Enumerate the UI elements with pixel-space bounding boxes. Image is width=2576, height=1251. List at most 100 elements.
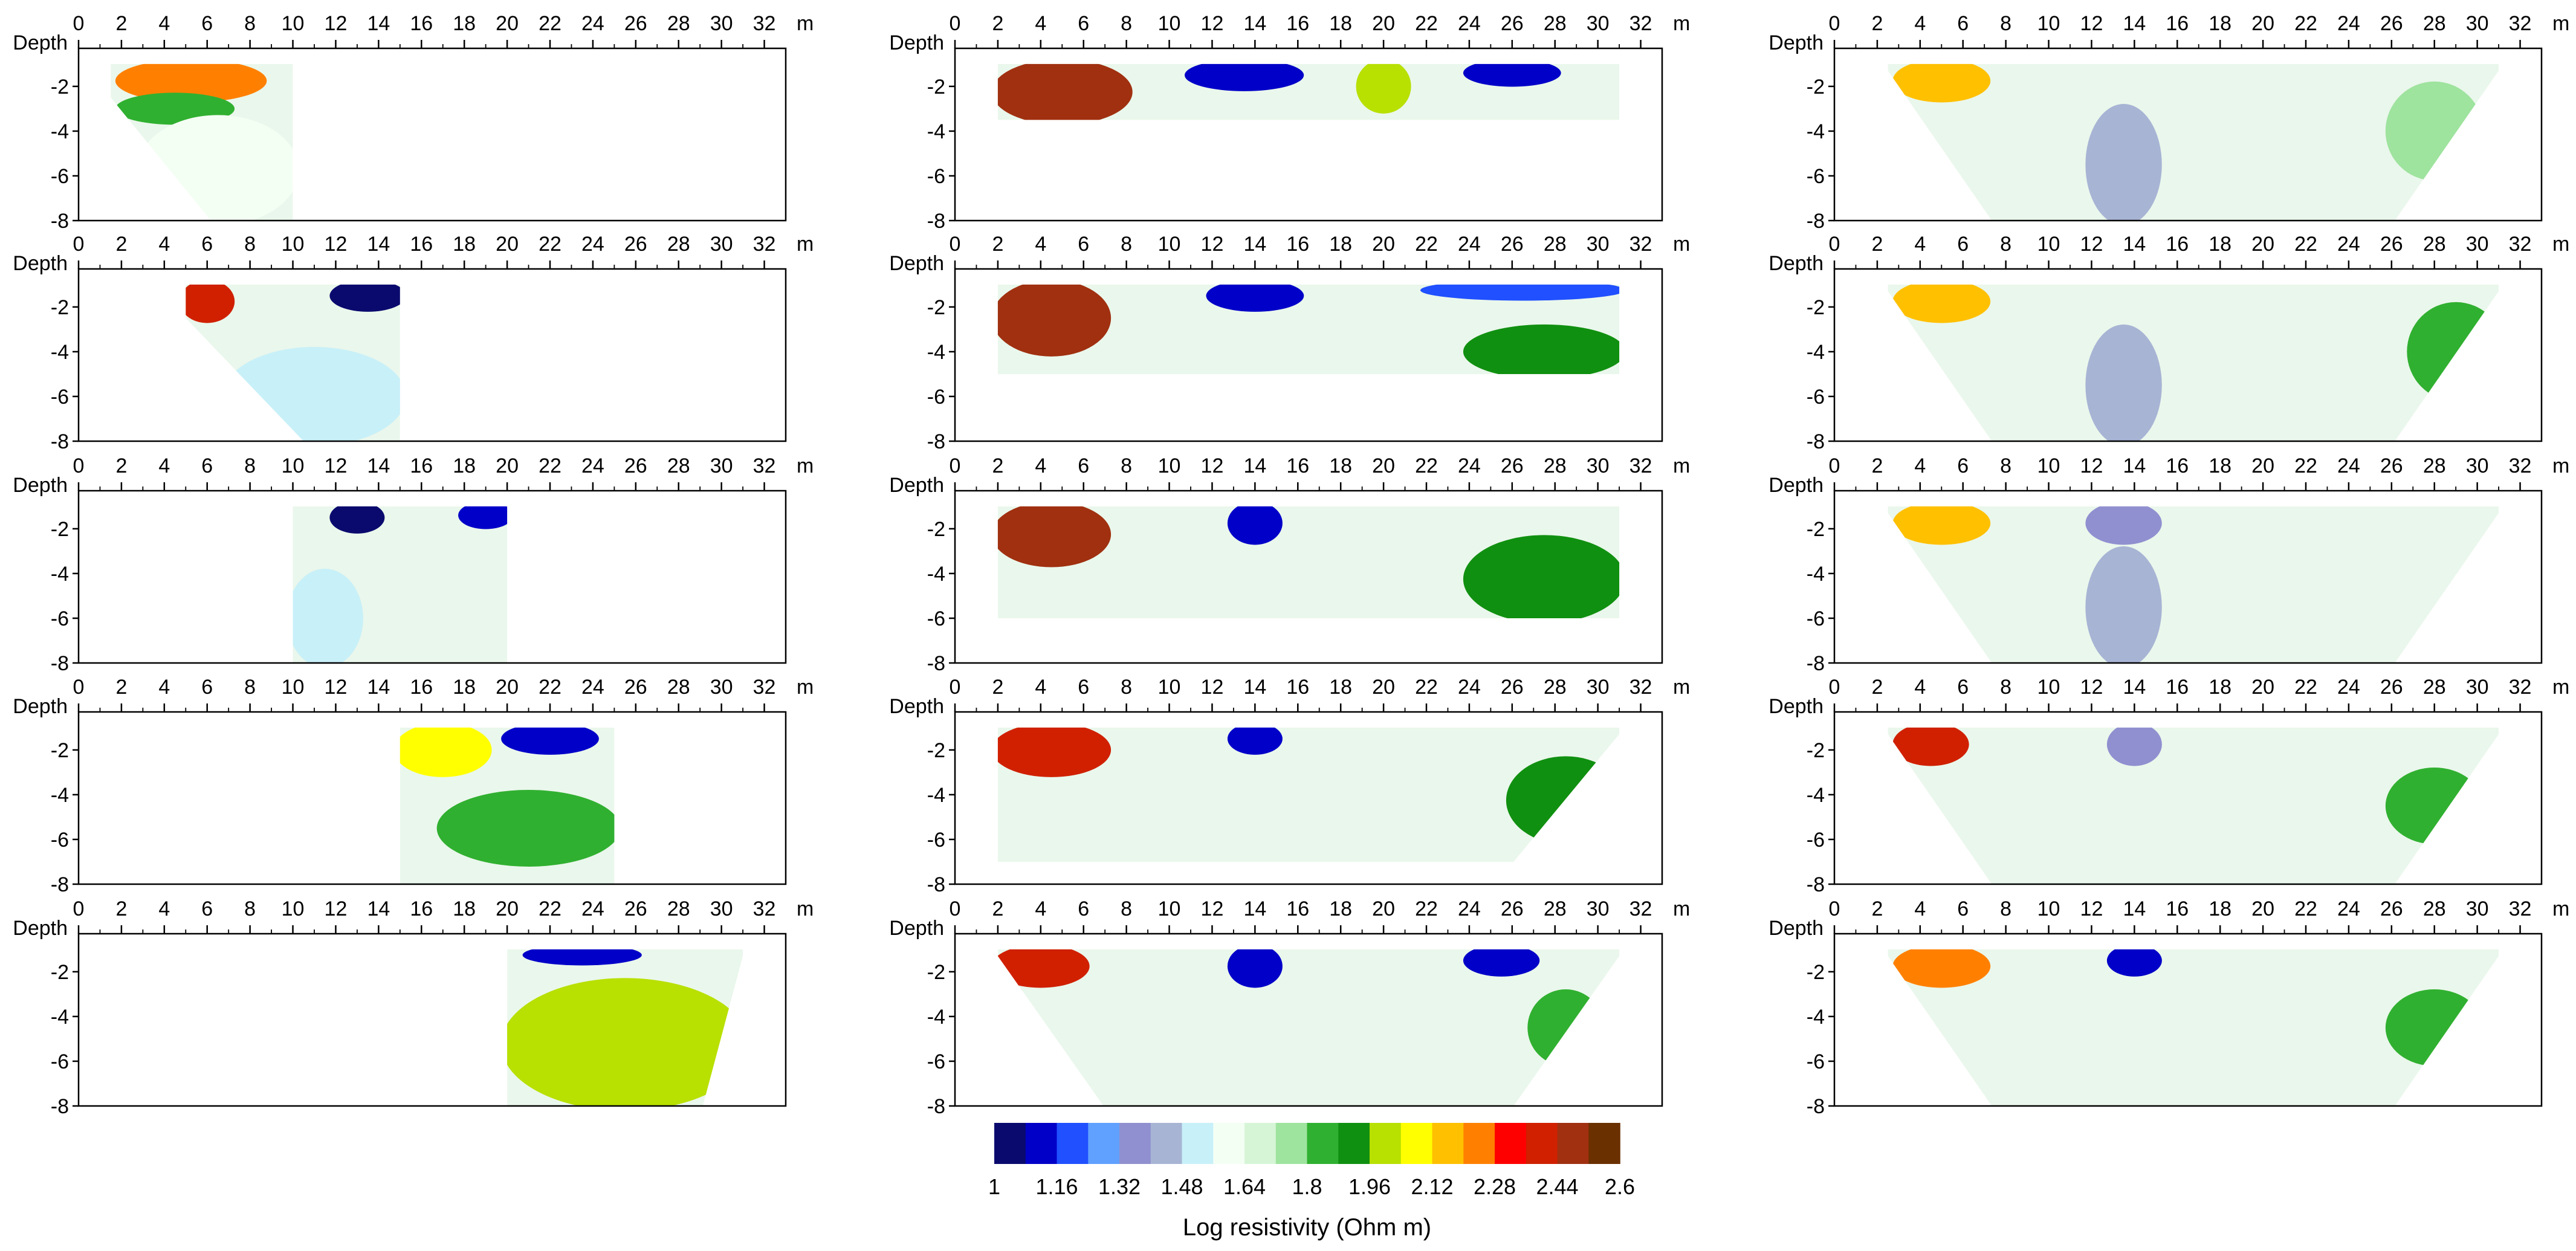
plot-frame: [77, 490, 787, 664]
x-axis-unit: m: [797, 12, 814, 35]
y-tick-label: -4: [51, 784, 69, 807]
y-tick-label: -4: [1807, 1006, 1825, 1029]
x-tick-label: 4: [1914, 897, 1926, 920]
x-tick-label: 8: [244, 233, 256, 256]
section-background: [997, 63, 1620, 120]
colorbar-tick-label: 1.8: [1292, 1174, 1322, 1199]
x-tick-label: 26: [624, 233, 647, 256]
x-tick-label: 4: [1914, 676, 1926, 699]
x-tick-label: 26: [1501, 12, 1524, 35]
panel-r3c1: 0 2 4 6 8 10 12 14 16 18 20 22 24 26 28 30 32 mDepth-2-4-…: [13, 454, 814, 675]
x-axis-unit: m: [1673, 12, 1690, 35]
x-tick-label: 4: [1035, 676, 1046, 699]
colorbar-tick-label: 1.48: [1160, 1174, 1203, 1199]
resistivity-zone: [997, 284, 1112, 357]
y-tick-label: -6: [51, 1050, 69, 1073]
resistivity-zone: [2385, 81, 2484, 181]
section-r3c1: [293, 506, 508, 663]
x-tick-label: 14: [1243, 676, 1266, 699]
x-axis-unit: m: [797, 454, 814, 477]
x-tick-label: 24: [1458, 676, 1481, 699]
x-tick-label: 26: [1501, 454, 1524, 477]
x-tick-label: 10: [1158, 12, 1181, 35]
x-tick-label: 10: [1158, 676, 1181, 699]
x-tick-label: 0: [73, 12, 85, 35]
y-tick-label: -8: [927, 210, 945, 233]
panel-r5c1: 0 2 4 6 8 10 12 14 16 18 20 22 24 26 28 30 32 mDepth-2-4-…: [13, 897, 814, 1118]
x-tick-label: 24: [1458, 897, 1481, 920]
x-tick-label: 22: [2294, 897, 2317, 920]
x-tick-label: 0: [73, 897, 85, 920]
resistivity-zone: [997, 949, 1090, 988]
x-tick-label: 30: [710, 454, 733, 477]
resistivity-zone: [1892, 63, 1991, 103]
x-axis-unit: m: [797, 676, 814, 699]
x-tick-label: 28: [1544, 233, 1567, 256]
resistivity-zone: [2385, 768, 2484, 844]
plot-frame: [77, 268, 787, 442]
x-tick-label: 22: [1415, 676, 1438, 699]
x-tick-label: 16: [410, 897, 433, 920]
x-tick-label: 16: [1286, 454, 1309, 477]
x-tick-label: 18: [1329, 676, 1352, 699]
x-tick-label: 0: [1829, 12, 1840, 35]
x-tick-label: 8: [1121, 12, 1132, 35]
section-r5c2: [997, 949, 1620, 1106]
x-tick-label: 6: [1957, 454, 1969, 477]
x-tick-label: 32: [2509, 233, 2532, 256]
x-tick-label: 4: [1914, 12, 1926, 35]
x-axis-unit: m: [2552, 233, 2569, 256]
x-tick-label: 28: [667, 454, 690, 477]
y-tick-label: -2: [927, 739, 945, 762]
colorbar-swatch: [1526, 1123, 1558, 1164]
x-tick-label: 24: [581, 12, 604, 35]
y-tick-label: -2: [1807, 76, 1825, 99]
resistivity-zone: [115, 63, 267, 103]
y-tick-label: -2: [927, 518, 945, 541]
y-tick-label: -6: [51, 165, 69, 188]
section-r3c2: [997, 506, 1620, 618]
y-tick-label: -8: [1807, 873, 1825, 896]
section-background: [1888, 284, 2499, 441]
y-tick-label: -6: [1807, 386, 1825, 409]
x-tick-label: 30: [2466, 454, 2489, 477]
x-tick-label: 2: [992, 897, 1003, 920]
x-tick-label: 30: [2466, 897, 2489, 920]
y-tick-label: -8: [927, 1095, 945, 1118]
resistivity-zone: [1892, 506, 1991, 545]
x-tick-label: 8: [244, 897, 256, 920]
x-tick-label: 4: [1035, 233, 1046, 256]
panel-r4c3: 0 2 4 6 8 10 12 14 16 18 20 22 24 26 28 30 32 mDepth-2-4-…: [1769, 676, 2569, 896]
x-tick-label: 18: [453, 454, 476, 477]
section-r4c3: [1888, 727, 2499, 884]
x-tick-label: 24: [1458, 12, 1481, 35]
x-tick-label: 2: [115, 454, 127, 477]
x-tick-label: 8: [1121, 454, 1132, 477]
x-axis-unit: m: [2552, 454, 2569, 477]
x-tick-label: 6: [201, 897, 213, 920]
resistivity-zone: [997, 727, 1112, 777]
x-axis-unit: m: [797, 897, 814, 920]
resistivity-zone: [1206, 284, 1304, 312]
x-tick-label: 28: [2423, 12, 2446, 35]
resistivity-zone: [997, 63, 1133, 120]
x-tick-label: 26: [624, 12, 647, 35]
y-tick-label: -4: [927, 563, 945, 586]
x-tick-label: 12: [325, 676, 348, 699]
panel-r4c2: 0 2 4 6 8 10 12 14 16 18 20 22 24 26 28 30 32 mDepth-2-4-…: [889, 676, 1690, 896]
x-tick-label: 18: [1329, 897, 1352, 920]
x-tick-label: 28: [2423, 233, 2446, 256]
x-tick-label: 10: [2037, 454, 2060, 477]
x-tick-label: 26: [2380, 454, 2403, 477]
colorbar-swatch: [1088, 1123, 1120, 1164]
x-tick-label: 16: [2166, 454, 2189, 477]
resistivity-zone: [1463, 949, 1540, 977]
x-tick-label: 10: [2037, 676, 2060, 699]
y-tick-label: -6: [1807, 829, 1825, 852]
x-tick-label: 16: [1286, 12, 1309, 35]
y-tick-label: -2: [51, 76, 69, 99]
x-tick-label: 2: [992, 454, 1003, 477]
y-tick-label: -4: [1807, 120, 1825, 143]
x-tick-label: 26: [2380, 676, 2403, 699]
panel-r1c1: 0 2 4 6 8 10 12 14 16 18 20 22 24 26 28 30 32 mDepth-2-4-…: [13, 12, 814, 233]
